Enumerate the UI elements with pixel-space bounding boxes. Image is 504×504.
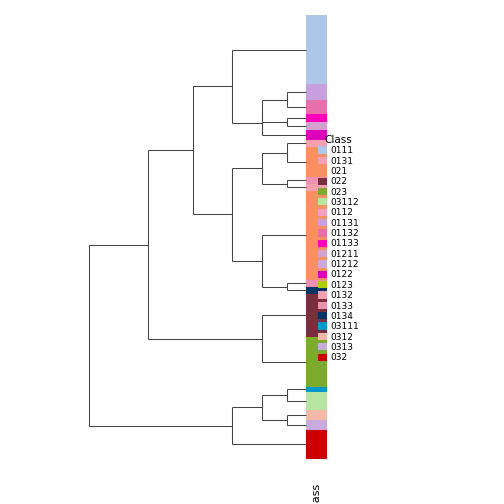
Bar — [306, 294, 327, 337]
Bar — [306, 280, 327, 287]
Bar — [306, 140, 327, 147]
Bar — [306, 392, 327, 410]
Bar — [306, 183, 327, 191]
Bar — [306, 122, 327, 130]
Bar — [306, 84, 327, 100]
Bar — [306, 100, 327, 114]
Bar — [306, 420, 327, 429]
Bar — [306, 387, 327, 392]
Bar — [306, 429, 327, 459]
Bar — [306, 287, 327, 294]
Bar — [306, 130, 327, 140]
Bar — [306, 114, 327, 122]
Bar — [306, 410, 327, 420]
Bar — [306, 337, 327, 387]
Bar — [306, 147, 327, 176]
Bar — [306, 176, 327, 183]
Bar — [306, 191, 327, 280]
Text: Class: Class — [311, 483, 322, 504]
Bar — [306, 15, 327, 84]
Legend: 0111, 0131, 021, 022, 023, 03112, 0112, 01131, 01132, 01133, 01211, 01212, 0122,: 0111, 0131, 021, 022, 023, 03112, 0112, … — [316, 133, 361, 364]
